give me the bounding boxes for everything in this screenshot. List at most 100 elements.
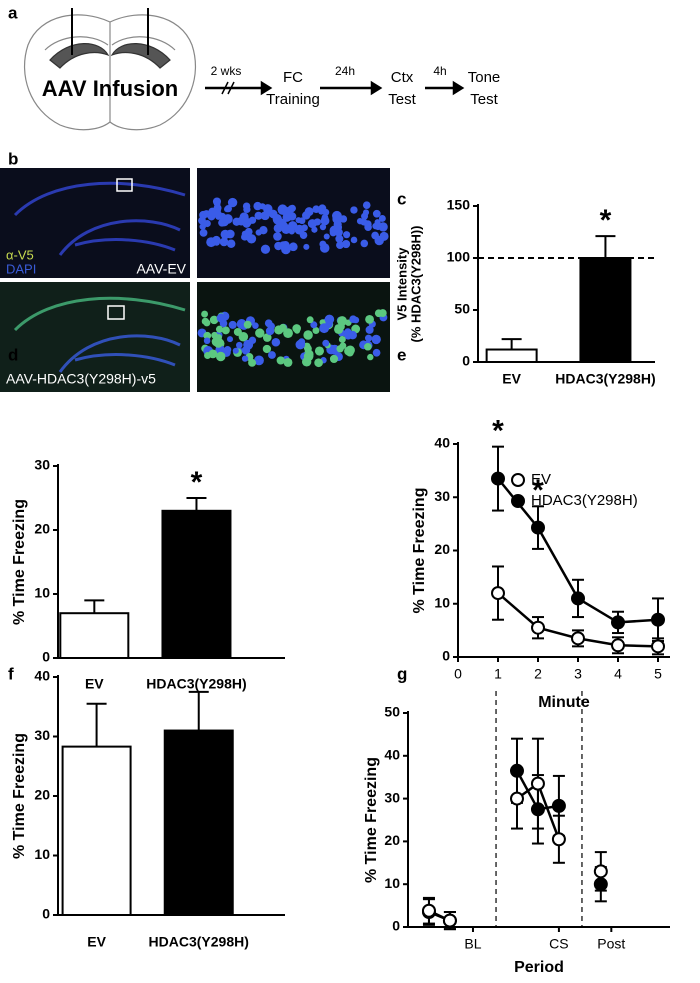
nucleus	[260, 211, 270, 221]
y-tick-label: 10	[34, 846, 50, 862]
cell-layer	[13, 181, 186, 217]
step: FC	[283, 69, 303, 86]
nucleus	[271, 338, 281, 347]
x-tick-label: Post	[597, 936, 625, 952]
nucleus	[228, 320, 237, 329]
panel-label: a	[8, 3, 18, 22]
nucleus	[341, 239, 351, 249]
marker	[611, 638, 625, 653]
x-tick-label: HDAC3(Y298H)	[146, 676, 246, 692]
nucleus	[329, 354, 339, 364]
nucleus	[226, 239, 236, 248]
marker	[593, 864, 608, 879]
nucleus	[364, 223, 372, 232]
nucleus	[226, 336, 234, 343]
hippocampus	[49, 43, 110, 69]
y-tick-label: 0	[462, 353, 470, 369]
cell-layer	[13, 296, 186, 332]
significance: *	[492, 415, 504, 448]
y-axis-label: % Time Freezing	[411, 488, 428, 614]
legend-marker	[511, 494, 525, 508]
x-tick-label: CS	[549, 936, 568, 952]
nucleus	[248, 216, 257, 224]
interval: 4h	[433, 64, 446, 78]
nucleus	[268, 351, 276, 359]
nucleus	[203, 319, 211, 327]
y-tick-label: 40	[384, 747, 400, 763]
nucleus	[204, 352, 212, 360]
nucleus	[350, 206, 358, 214]
x-tick-label: EV	[87, 934, 106, 950]
y-tick-label: 0	[442, 648, 450, 664]
x-tick-label: 3	[574, 666, 582, 682]
y-tick-label: 30	[34, 457, 50, 473]
nucleus	[310, 321, 318, 329]
x-axis-label: Minute	[538, 694, 590, 711]
nucleus	[272, 215, 283, 225]
nucleus	[199, 229, 208, 237]
nucleus	[320, 216, 330, 226]
y-axis-label: % Time Freezing	[363, 757, 380, 883]
nucleus	[243, 205, 251, 214]
nucleus	[292, 324, 301, 333]
x-tick-label: EV	[502, 371, 521, 387]
nucleus	[322, 339, 330, 347]
nucleus	[203, 337, 211, 345]
y-tick-label: 20	[434, 541, 450, 557]
nucleus	[244, 227, 253, 236]
y-axis-label: (% HDAC3(Y298H))	[408, 225, 423, 342]
nucleus	[224, 204, 232, 213]
legend-marker	[511, 473, 525, 487]
step: Tone	[468, 69, 501, 86]
nucleus	[253, 201, 262, 211]
nucleus	[349, 315, 357, 324]
y-tick-label: 10	[434, 594, 450, 610]
nucleus	[314, 358, 323, 368]
nucleus	[199, 223, 206, 230]
nucleus	[336, 345, 344, 353]
nucleus	[312, 205, 320, 214]
nucleus	[336, 241, 344, 250]
marker	[509, 791, 524, 806]
hippocampus	[110, 43, 171, 69]
interval: 2 wks	[211, 64, 242, 78]
marker	[651, 639, 665, 654]
nucleus	[362, 201, 371, 209]
y-tick-label: 30	[434, 488, 450, 504]
break-mark	[221, 81, 235, 95]
nucleus	[294, 224, 305, 235]
panel-label: d	[8, 345, 18, 364]
nucleus	[361, 212, 369, 220]
nucleus	[365, 314, 374, 324]
x-tick-label: HDAC3(Y298H)	[555, 371, 655, 387]
nucleus	[295, 339, 306, 350]
nucleus	[201, 310, 209, 318]
significance: *	[600, 204, 612, 237]
hippocampus-stain	[13, 178, 186, 373]
cell-layer	[58, 219, 181, 256]
nucleus	[254, 355, 264, 366]
nucleus	[313, 218, 321, 226]
y-tick-label: 0	[42, 649, 50, 665]
x-axis-label: Period	[514, 959, 564, 976]
y-tick-label: 20	[34, 787, 50, 803]
nucleus	[221, 326, 230, 335]
nucleus	[220, 229, 230, 240]
nucleus	[215, 325, 224, 333]
y-axis-label: V5 Intensity	[394, 247, 409, 321]
nucleus	[295, 217, 302, 224]
nucleus	[288, 242, 298, 252]
nucleus	[276, 356, 285, 365]
nucleus	[319, 243, 330, 253]
marker	[551, 832, 566, 847]
nucleus	[208, 207, 217, 216]
y-tick-label: 0	[392, 918, 400, 934]
nucleus	[259, 203, 266, 210]
y-tick-label: 30	[34, 727, 50, 743]
nucleus	[254, 211, 263, 220]
nucleus	[239, 218, 246, 225]
x-tick-label: 2	[534, 666, 542, 682]
nucleus	[367, 353, 374, 361]
step: Training	[266, 91, 320, 108]
panel-label: b	[8, 149, 18, 168]
